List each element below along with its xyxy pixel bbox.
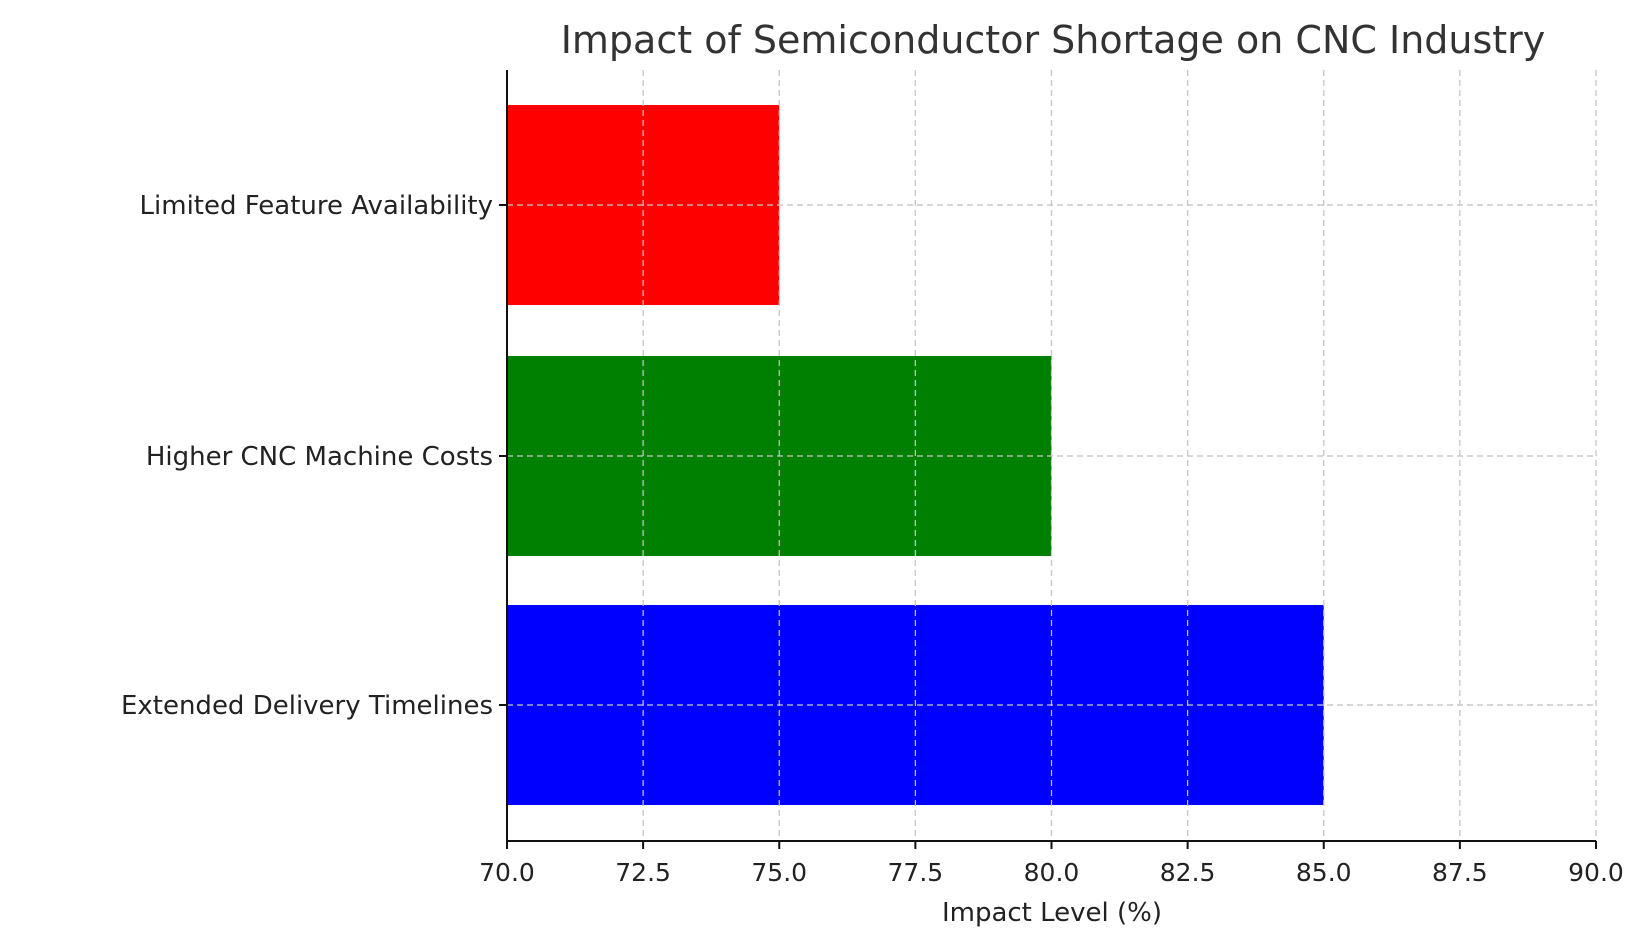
x-tick-label: 72.5 xyxy=(615,858,671,887)
x-axis-title: Impact Level (%) xyxy=(942,898,1162,928)
chart-title: Impact of Semiconductor Shortage on CNC … xyxy=(561,18,1546,62)
y-axis-categories: Extended Delivery Timelines Higher CNC Ma… xyxy=(121,191,507,721)
x-tick-label: 87.5 xyxy=(1432,858,1488,887)
y-category-label: Extended Delivery Timelines xyxy=(121,691,493,721)
y-category-label: Higher CNC Machine Costs xyxy=(146,442,493,472)
x-axis-ticks: 70.0 72.5 75.0 77.5 80.0 82.5 85.0 87.5 90.0 xyxy=(479,841,1624,887)
x-tick-label: 77.5 xyxy=(888,858,944,887)
y-category-label: Limited Feature Availability xyxy=(140,191,493,221)
x-tick-label: 80.0 xyxy=(1024,858,1080,887)
x-tick-label: 90.0 xyxy=(1568,858,1624,887)
x-tick-label: 85.0 xyxy=(1296,858,1352,887)
x-tick-label: 70.0 xyxy=(479,858,535,887)
x-tick-label: 75.0 xyxy=(751,858,807,887)
x-tick-label: 82.5 xyxy=(1160,858,1216,887)
